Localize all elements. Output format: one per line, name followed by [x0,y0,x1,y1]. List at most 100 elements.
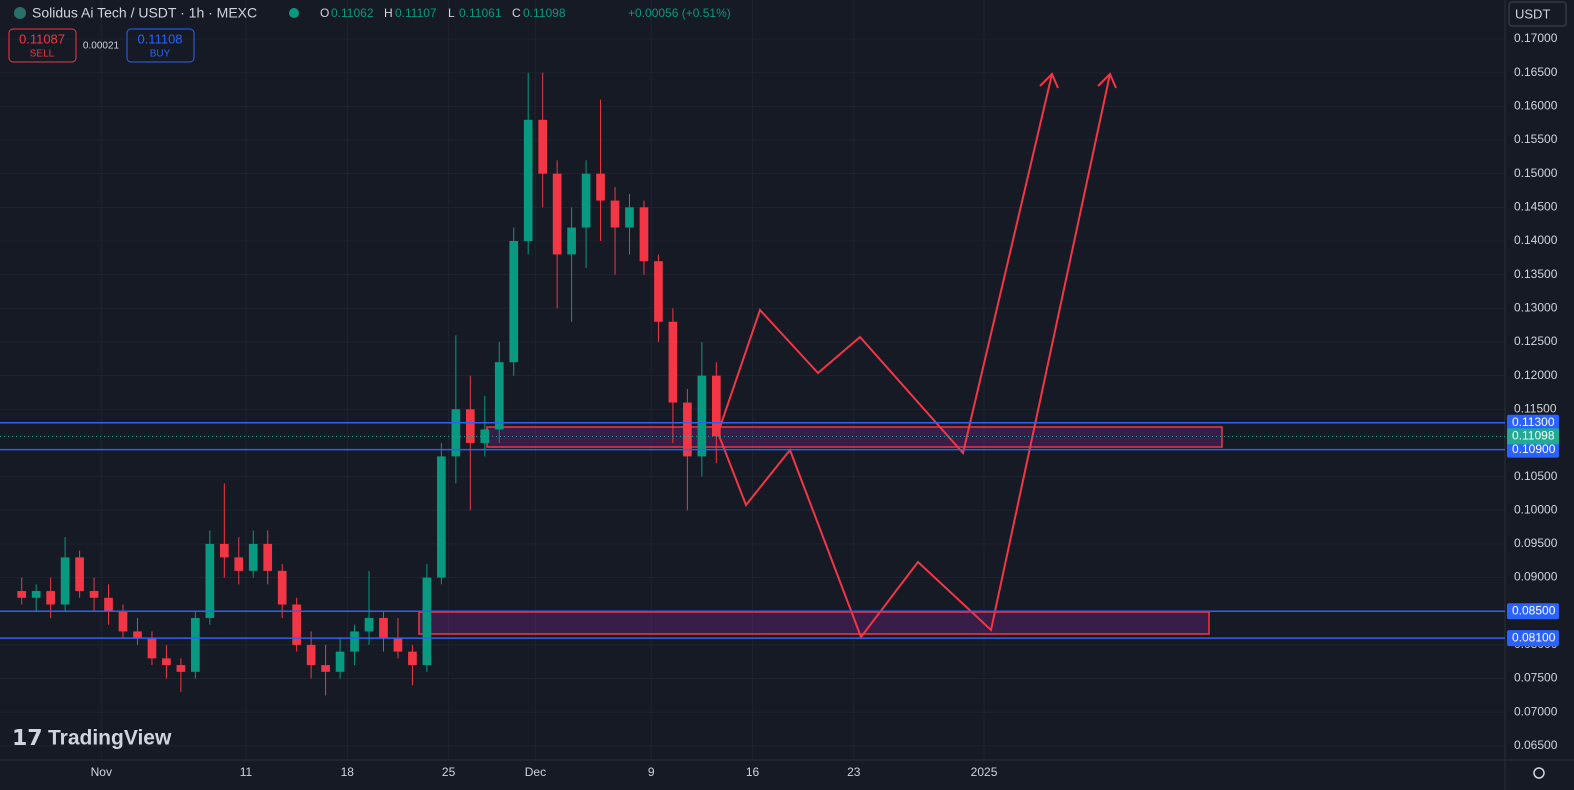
candles [17,72,721,696]
candle-body [104,597,113,612]
ohlc-key: C [512,6,521,20]
candle-body [683,402,692,457]
candle-body [147,638,157,659]
y-tick-label: 0.07500 [1514,671,1558,685]
buy-label[interactable]: BUY [150,49,171,60]
candle-body [379,617,388,639]
drawing-path [717,73,1053,456]
candle-body [422,577,432,666]
candle-body [408,651,417,666]
drawing-path [717,73,1111,640]
y-tick-label: 0.10000 [1514,502,1558,516]
candle-body [89,591,99,598]
ohlc-value: 0.11107 [395,6,437,20]
y-tick-label: 0.15000 [1514,166,1558,180]
last-price-label: 0.11098 [1512,429,1555,443]
y-tick-label: 0.15500 [1514,132,1558,146]
candle-body [437,456,446,578]
ohlc: O 0.11062 H 0.11107 L 0.11061 C 0.11098 [320,6,566,20]
candle-body [60,557,70,605]
candle-body [176,665,186,672]
candle-body [364,617,374,632]
y-tick-label: 0.16000 [1514,99,1558,113]
y-tick-label: 0.17000 [1514,31,1558,45]
candle-body [162,658,171,666]
candle-body [523,119,533,241]
x-tick-label: Nov [91,765,112,779]
y-tick-label: 0.07000 [1514,704,1558,718]
candle-body [596,173,605,201]
candle-body [335,651,345,672]
candle-body [292,604,301,645]
price-badge [1507,630,1559,647]
candle-body [711,375,721,437]
price-badge-label: 0.11300 [1512,415,1555,429]
y-tick-label: 0.13500 [1514,267,1558,281]
y-tick-label: 0.13000 [1514,300,1558,314]
spread: 0.00021 [83,41,120,52]
ohlc-key: O [320,6,329,20]
ohlc-value: 0.11061 [459,6,502,20]
candle-body [494,362,504,430]
x-tick-label: 11 [240,765,253,779]
y-tick-label: 0.14000 [1514,233,1558,247]
ohlc-value: 0.11062 [331,6,374,20]
candle-body [451,409,461,457]
price-badge [1507,414,1559,431]
candle-body [552,173,562,255]
settings-icon[interactable] [1533,767,1545,779]
sell-label[interactable]: SELL [30,49,55,60]
status-dot [289,8,299,18]
y-tick-label: 0.09000 [1514,570,1558,584]
candle-body [567,227,576,255]
arrow-head [1097,72,1117,89]
y-tick-label: 0.11500 [1514,401,1557,415]
buy-price[interactable]: 0.11108 [137,31,182,46]
zone [486,426,1223,448]
last-price-badge [1507,428,1559,445]
x-tick-label: 16 [746,765,760,779]
candle-body [31,591,41,598]
buy-button[interactable] [126,28,195,63]
currency-button[interactable] [1508,1,1567,27]
candle-body [306,644,316,666]
y-tick-label: 0.09500 [1514,536,1558,550]
y-tick-label: 0.12000 [1514,368,1558,382]
candle-body [625,207,634,228]
y-tick-label: 0.06500 [1514,738,1558,752]
watermark-logo: 𝟭𝟳 [12,725,43,750]
symbol-title: Solidus Ai Tech / USDT · 1h · MEXC [32,5,257,21]
x-tick-label: 23 [847,765,861,779]
price-badge-label: 0.08500 [1512,603,1556,617]
candle-body [234,557,244,571]
zone [418,611,1210,635]
candle-body [581,173,591,228]
x-tick-label: 18 [341,765,355,779]
candle-body [668,321,678,403]
ohlc-key: H [384,6,393,20]
candle-body [654,261,663,322]
x-tick-label: 9 [648,765,655,779]
sell-button[interactable] [8,28,77,63]
y-tick-label: 0.16500 [1514,65,1558,79]
candle-body [46,591,55,605]
price-badge [1507,603,1559,620]
candle-body [75,557,84,592]
candle-body [610,200,620,228]
candle-body [191,617,200,672]
candle-body [118,611,128,632]
candle-body [17,591,27,598]
candle-body [350,631,359,652]
currency[interactable]: USDT [1515,6,1550,21]
y-tick-label: 0.10500 [1514,469,1558,483]
candle-body [639,207,649,262]
axes: 0.065000.070000.075000.080000.090000.095… [0,31,1559,779]
watermark: TradingView [48,727,172,750]
price-badge-label: 0.08100 [1512,630,1556,644]
candle-body [205,543,215,618]
arrow-head [1039,72,1059,89]
x-tick-label: 2025 [971,765,998,779]
sell-price[interactable]: 0.11087 [19,31,65,46]
